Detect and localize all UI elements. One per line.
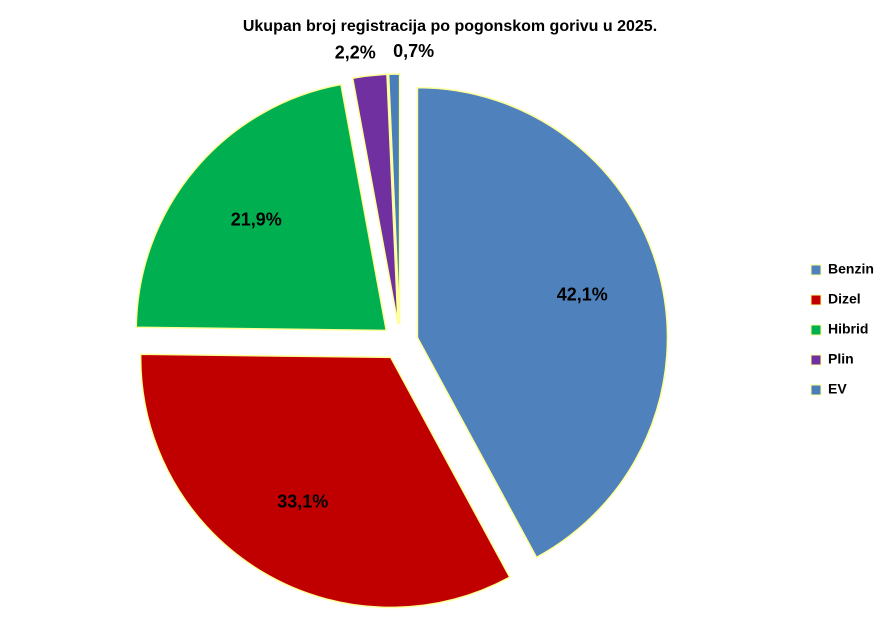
data-label: 2,2% [335,43,376,63]
pie-slice [351,73,399,325]
pie-slice [139,353,511,609]
pie-slice [387,73,401,325]
data-label: 42,1% [557,285,608,305]
pie-slice [416,86,669,559]
legend-label: Dizel [828,291,861,307]
legend-swatch [810,264,822,276]
chart-title: Ukupan broj registracija po pogonskom go… [243,18,657,35]
legend-label: EV [828,381,847,397]
legend-swatch [810,324,822,336]
legend-label: Plin [828,351,854,367]
legend-label: Hibrid [828,321,868,337]
legend-swatch [810,384,822,396]
legend-label: Benzin [828,261,874,277]
data-label: 33,1% [277,492,328,512]
legend-swatch [810,354,822,366]
data-label: 21,9% [231,210,282,230]
data-label: 0,7% [393,41,434,61]
pie-slice [135,83,388,332]
legend-swatch [810,294,822,306]
